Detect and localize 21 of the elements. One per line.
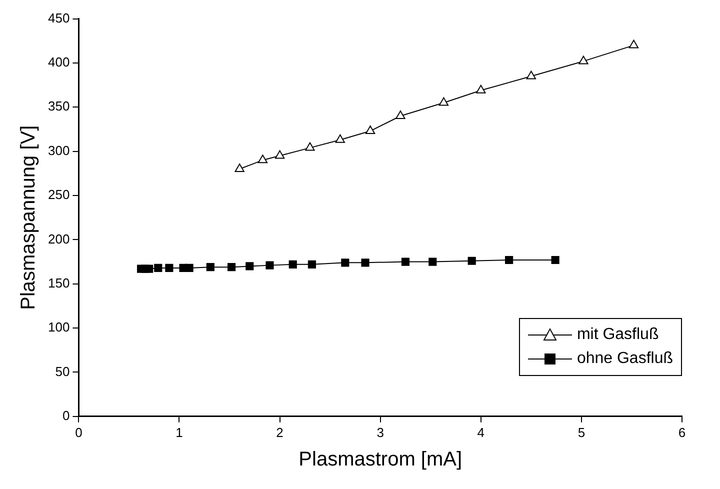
- x-tick-label: 0: [75, 424, 82, 440]
- y-tick-label: 450: [48, 10, 70, 26]
- y-tick-label: 150: [48, 275, 70, 290]
- x-tick-label: 4: [477, 424, 485, 440]
- y-axis-title: Plasmaspannung [V]: [18, 125, 40, 310]
- x-tick-label: 1: [176, 424, 183, 440]
- y-tick-label: 200: [48, 231, 70, 246]
- y-tick-label: 250: [48, 187, 70, 202]
- y-tick-label: 300: [48, 142, 70, 158]
- y-tick-label: 50: [55, 364, 70, 379]
- x-tick-label: 3: [376, 424, 384, 440]
- y-tick-label: 0: [62, 408, 70, 423]
- x-axis-title: Plasmastrom [mA]: [298, 448, 462, 471]
- x-tick-label: 2: [276, 424, 284, 440]
- legend-label: mit Gasfluß: [576, 326, 659, 344]
- x-tick-label: 5: [578, 424, 586, 440]
- legend-label: ohne Gasfluß: [576, 350, 673, 368]
- y-tick-label: 350: [48, 98, 70, 114]
- y-tick-label: 400: [48, 54, 70, 70]
- x-tick-label: 6: [678, 424, 686, 440]
- y-tick-label: 100: [48, 320, 70, 335]
